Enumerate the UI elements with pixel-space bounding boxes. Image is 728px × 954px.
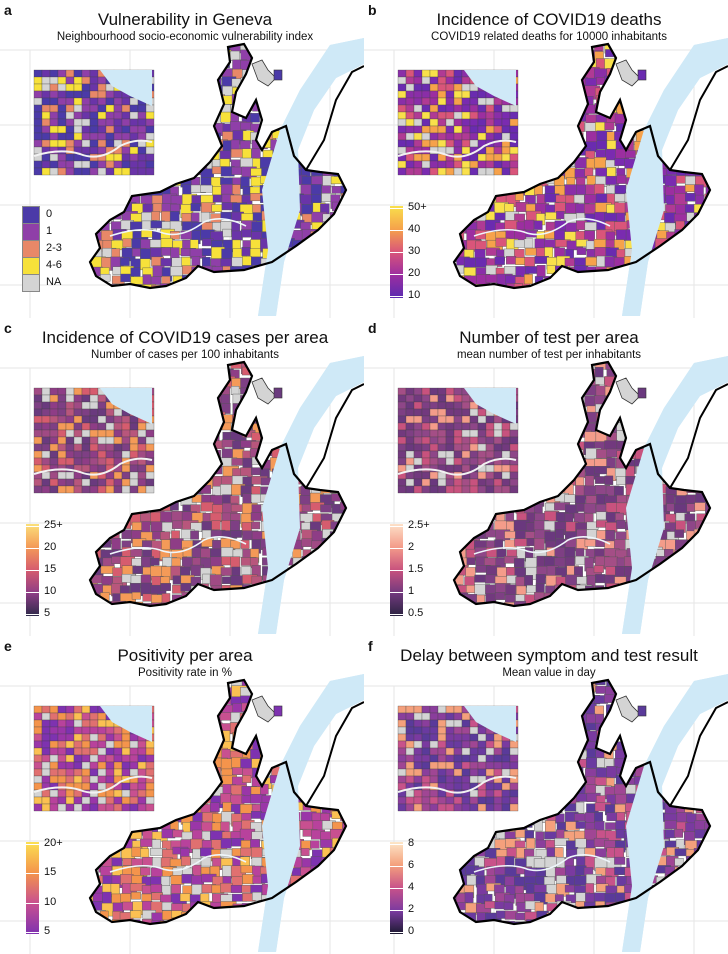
panel-title: Vulnerability in Geneva	[10, 10, 360, 30]
legend-label: 2-3	[46, 242, 62, 254]
colorbar-tick	[26, 548, 39, 549]
colorbar-tick	[390, 252, 403, 253]
legend-item: 0	[22, 206, 92, 223]
city-inset-map	[34, 706, 154, 811]
colorbar-label: 2.5+	[408, 519, 430, 531]
colorbar-label: 10	[408, 289, 420, 301]
colorbar-label: 1	[408, 585, 414, 597]
colorbar-tick	[390, 866, 403, 867]
colorbar-tick	[390, 888, 403, 889]
colorbar-tick	[390, 844, 403, 845]
city-inset-map	[398, 706, 518, 811]
city-inset-map	[34, 70, 154, 175]
colorbar-tick	[390, 910, 403, 911]
colorbar-label: 40	[408, 223, 420, 235]
choropleth-map	[364, 318, 728, 636]
colorbar-tick	[26, 570, 39, 571]
choropleth-map	[364, 636, 728, 954]
panel-title: Delay between symptom and test result	[374, 646, 724, 666]
colorbar-label: 0	[408, 925, 414, 937]
legend-item: NA	[22, 274, 92, 291]
city-inset-map	[398, 70, 518, 175]
colorbar-label: 2	[408, 903, 414, 915]
panel-letter: f	[368, 638, 373, 654]
colorbar-tick	[26, 592, 39, 593]
colorbar-label: 30	[408, 245, 420, 257]
legend-swatch	[22, 240, 40, 258]
colorbar-label: 8	[408, 837, 414, 849]
colorbar-tick	[26, 844, 39, 845]
colorbar-tick	[390, 230, 403, 231]
panel-subtitle: Positivity rate in %	[10, 667, 360, 679]
legend-label: NA	[46, 276, 61, 288]
legend-label: 1	[46, 225, 52, 237]
legend-item: 1	[22, 223, 92, 240]
colorbar-label: 5	[44, 925, 50, 937]
colorbar-label: 50+	[408, 201, 427, 213]
colorbar-tick	[390, 570, 403, 571]
colorbar-label: 0.5	[408, 607, 423, 619]
colorbar-label: 10	[44, 896, 56, 908]
legend-item: 4-6	[22, 257, 92, 274]
legend-swatch	[22, 257, 40, 275]
colorbar-label: 4	[408, 881, 414, 893]
colorbar-tick	[26, 526, 39, 527]
panel-subtitle: mean number of test per inhabitants	[374, 349, 724, 361]
colorbar-label: 25+	[44, 519, 63, 531]
colorbar-tick	[390, 208, 403, 209]
panel-subtitle: Mean value in day	[374, 667, 724, 679]
colorbar-label: 2	[408, 541, 414, 553]
legend-label: 4-6	[46, 259, 62, 271]
colorbar-label: 15	[44, 563, 56, 575]
colorbar-tick	[390, 548, 403, 549]
colorbar-tick	[26, 903, 39, 904]
colorbar-tick	[390, 592, 403, 593]
city-inset-map	[34, 388, 154, 493]
colorbar-tick	[390, 526, 403, 527]
panel-title: Incidence of COVID19 deaths	[374, 10, 724, 30]
city-inset-map	[398, 388, 518, 493]
colorbar-label: 6	[408, 859, 414, 871]
colorbar-tick	[390, 932, 403, 933]
colorbar-tick	[26, 932, 39, 933]
colorbar-tick	[390, 296, 403, 297]
panel-title: Incidence of COVID19 cases per area	[10, 328, 360, 348]
panel-title: Positivity per area	[10, 646, 360, 666]
panel-subtitle: Neighbourhood socio-economic vulnerabili…	[10, 31, 360, 43]
colorbar-tick	[390, 614, 403, 615]
colorbar-tick	[26, 614, 39, 615]
legend-item: 2-3	[22, 240, 92, 257]
colorbar-tick	[390, 274, 403, 275]
panel-subtitle: COVID19 related deaths for 10000 inhabit…	[374, 31, 724, 43]
colorbar-label: 5	[44, 607, 50, 619]
legend-label: 0	[46, 208, 52, 220]
panel-title: Number of test per area	[374, 328, 724, 348]
colorbar-tick	[26, 873, 39, 874]
colorbar-label: 10	[44, 585, 56, 597]
colorbar-label: 20	[44, 541, 56, 553]
legend-swatch	[22, 223, 40, 241]
legend-swatch	[22, 206, 40, 224]
colorbar-label: 20+	[44, 837, 63, 849]
colorbar-label: 15	[44, 866, 56, 878]
colorbar-label: 1.5	[408, 563, 423, 575]
panel-subtitle: Number of cases per 100 inhabitants	[10, 349, 360, 361]
legend-swatch	[22, 274, 40, 292]
colorbar	[26, 842, 39, 934]
colorbar-label: 20	[408, 267, 420, 279]
